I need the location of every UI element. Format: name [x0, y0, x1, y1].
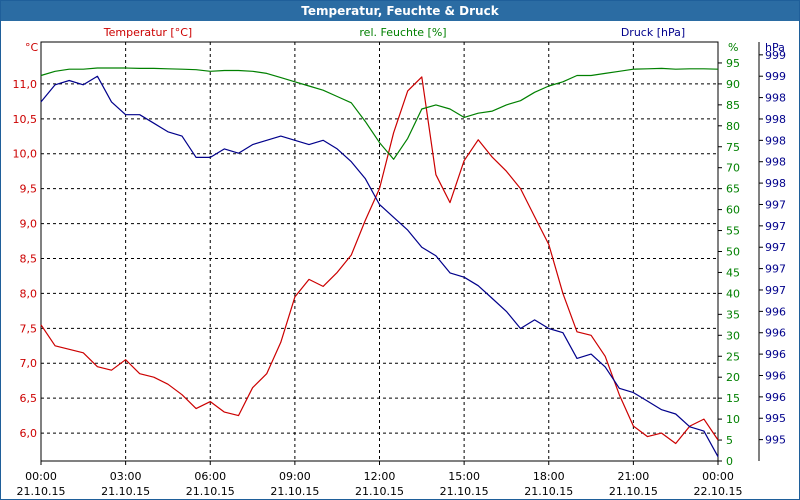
pressure-tick-label: 997 [765, 263, 786, 276]
temperature-tick-label: 8,0 [20, 287, 38, 300]
temperature-unit-label: °C [25, 41, 39, 54]
temperature-tick-label: 9,0 [20, 218, 38, 231]
pressure-tick-label: 997 [765, 220, 786, 233]
pressure-tick-label: 999 [765, 70, 786, 83]
humidity-tick-label: 50 [726, 246, 740, 259]
pressure-tick-label: 996 [765, 305, 786, 318]
temperature-tick-label: 6,5 [20, 392, 38, 405]
grid-lines [41, 42, 718, 461]
humidity-axis-title: rel. Feuchte [%] [359, 26, 446, 39]
pressure-tick-label: 997 [765, 241, 786, 254]
x-tick-label-date: 21.10.15 [524, 485, 573, 498]
humidity-tick-label: 60 [726, 204, 740, 217]
x-tick-label-time: 21:00 [618, 470, 650, 483]
humidity-tick-label: 15 [726, 392, 740, 405]
temperature-tick-label: 11,0 [13, 78, 38, 91]
x-tick-label-time: 12:00 [364, 470, 396, 483]
x-tick-label-time: 15:00 [448, 470, 480, 483]
x-tick-label-time: 03:00 [110, 470, 142, 483]
pressure-tick-label: 998 [765, 156, 786, 169]
x-tick-label-time: 09:00 [279, 470, 311, 483]
pressure-axis-title: Druck [hPa] [621, 26, 685, 39]
pressure-tick-label: 999 [765, 49, 786, 62]
pressure-tick-label: 998 [765, 134, 786, 147]
humidity-tick-label: 55 [726, 225, 740, 238]
pressure-unit-label: hPa [765, 41, 785, 54]
humidity-tick-label: 45 [726, 266, 740, 279]
humidity-series-line [40, 67, 719, 160]
x-tick-label-date: 21.10.15 [17, 485, 66, 498]
humidity-tick-label: 25 [726, 350, 740, 363]
x-tick-label-time: 06:00 [194, 470, 226, 483]
humidity-tick-label: 0 [726, 455, 733, 468]
pressure-series-line [40, 75, 719, 457]
x-tick-label-date: 21.10.15 [101, 485, 150, 498]
humidity-tick-label: 10 [726, 413, 740, 426]
axis-labels: 00:00 21.10.15 03:00 21.10.15 06:00 21.10.15 0… [13, 26, 787, 498]
x-tick-label-date: 21.10.15 [355, 485, 404, 498]
humidity-tick-label: 75 [726, 141, 740, 154]
humidity-tick-label: 5 [726, 434, 733, 447]
pressure-tick-label: 998 [765, 177, 786, 190]
humidity-tick-label: 35 [726, 308, 740, 321]
pressure-tick-label: 996 [765, 348, 786, 361]
pressure-tick-label: 998 [765, 113, 786, 126]
humidity-tick-label: 95 [726, 57, 740, 70]
temperature-tick-label: 7,5 [20, 322, 38, 335]
x-tick-label-date: 21.10.15 [186, 485, 235, 498]
humidity-tick-label: 85 [726, 99, 740, 112]
data-series [40, 67, 719, 457]
axes [40, 41, 763, 465]
x-tick-label-time: 18:00 [533, 470, 565, 483]
x-tick-label-date: 22.10.15 [694, 485, 743, 498]
humidity-tick-label: 80 [726, 120, 740, 133]
humidity-tick-label: 40 [726, 287, 740, 300]
x-tick-label-time: 00:00 [702, 470, 734, 483]
pressure-tick-label: 997 [765, 284, 786, 297]
temperature-tick-label: 7,0 [20, 357, 38, 370]
temperature-axis-title: Temperatur [°C] [103, 26, 192, 39]
humidity-tick-label: 70 [726, 162, 740, 175]
humidity-tick-label: 30 [726, 329, 740, 342]
temperature-tick-label: 8,5 [20, 252, 38, 265]
temperature-series-line [40, 76, 719, 445]
chart-title: Temperatur, Feuchte & Druck [1, 1, 799, 21]
pressure-tick-label: 995 [765, 434, 786, 447]
temperature-tick-label: 10,0 [13, 148, 38, 161]
x-tick-label-date: 21.10.15 [440, 485, 489, 498]
humidity-tick-label: 20 [726, 371, 740, 384]
temperature-tick-label: 9,5 [20, 183, 38, 196]
pressure-tick-label: 997 [765, 198, 786, 211]
x-tick-label-date: 21.10.15 [270, 485, 319, 498]
pressure-tick-label: 996 [765, 391, 786, 404]
humidity-tick-label: 90 [726, 78, 740, 91]
pressure-tick-label: 996 [765, 327, 786, 340]
temperature-tick-label: 10,5 [13, 113, 38, 126]
x-tick-label-date: 21.10.15 [609, 485, 658, 498]
pressure-tick-label: 996 [765, 369, 786, 382]
humidity-unit-label: % [728, 41, 738, 54]
pressure-tick-label: 995 [765, 412, 786, 425]
pressure-tick-label: 998 [765, 92, 786, 105]
humidity-tick-label: 65 [726, 183, 740, 196]
x-tick-label-time: 00:00 [25, 470, 57, 483]
temperature-tick-label: 6,0 [20, 427, 38, 440]
